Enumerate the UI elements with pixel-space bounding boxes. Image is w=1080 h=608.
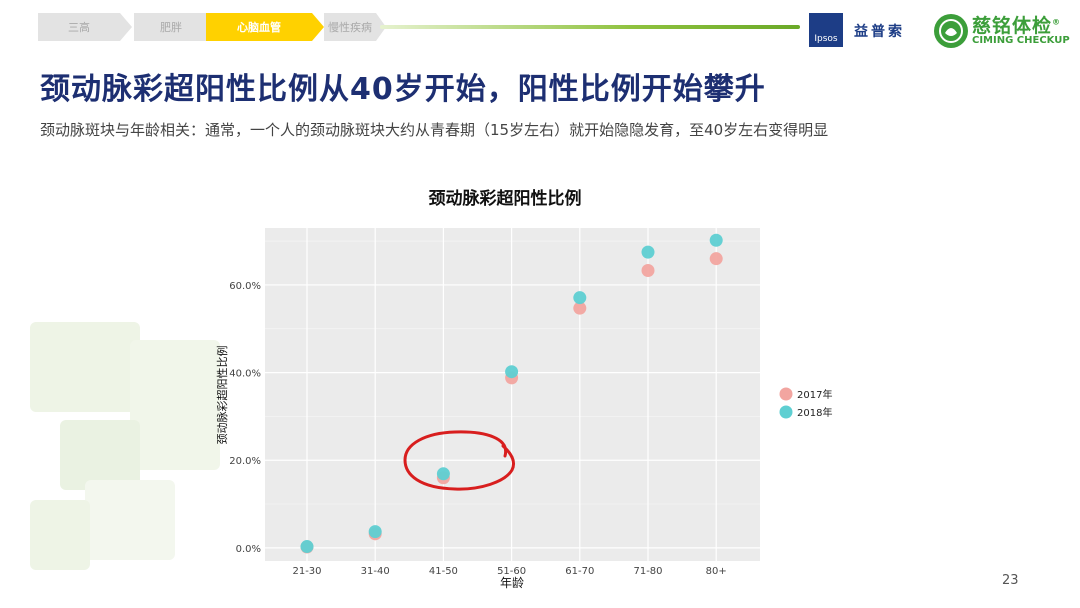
data-point-2017 — [573, 301, 587, 315]
data-point-2018 — [641, 245, 655, 259]
breadcrumb-label: 三高 — [68, 21, 90, 34]
breadcrumb-item-manxing[interactable]: 慢性疾病 — [324, 13, 376, 41]
x-tick-label: 31-40 — [361, 566, 390, 577]
gridlines — [265, 228, 760, 561]
decorative-block — [30, 322, 140, 412]
data-points — [300, 233, 723, 554]
ipsos-logo: Ipsos — [809, 13, 843, 47]
legend-label: 2017年 — [797, 388, 832, 401]
ciming-logo-icon — [934, 14, 968, 48]
data-point-2018 — [709, 233, 723, 247]
plot-background — [265, 228, 760, 561]
ipsos-logo-text: Ipsos — [814, 34, 838, 44]
decorative-block — [30, 500, 90, 570]
breadcrumb-label: 心脑血管 — [237, 21, 281, 34]
data-point-2018 — [368, 525, 382, 539]
x-tick-label: 61-70 — [565, 566, 594, 577]
y-tick-label: 40.0% — [229, 369, 261, 380]
data-point-2018 — [505, 365, 519, 379]
breadcrumb-label: 肥胖 — [160, 21, 182, 34]
annotation-circle — [403, 430, 516, 491]
legend: 2017年 2018年 — [779, 387, 832, 419]
page-title: 颈动脉彩超阳性比例从40岁开始，阳性比例开始攀升 — [40, 72, 766, 107]
data-point-2018 — [573, 291, 587, 305]
page-subtitle: 颈动脉斑块与年龄相关：通常，一个人的颈动脉斑块大约从青春期（15岁左右）就开始隐… — [40, 121, 829, 139]
y-axis-ticks: 0.0% 20.0% 40.0% 60.0% — [229, 281, 261, 555]
breadcrumb-label: 慢性疾病 — [328, 21, 372, 34]
decorative-block — [60, 420, 140, 490]
ciming-cn-name: 慈铭体检® — [972, 15, 1062, 37]
data-point-2018 — [436, 467, 450, 481]
breadcrumb-item-xinnao-active[interactable]: 心脑血管 — [206, 13, 312, 41]
y-tick-label: 20.0% — [229, 456, 261, 467]
breadcrumb-separator — [312, 13, 324, 41]
x-tick-label: 80+ — [706, 566, 727, 577]
x-tick-label: 51-60 — [497, 566, 526, 577]
data-point-2018 — [300, 540, 314, 554]
chart-title: 颈动脉彩超阳性比例 — [428, 189, 582, 209]
breadcrumb-item-feipang[interactable]: 肥胖 — [134, 13, 208, 41]
decorative-block — [130, 340, 220, 470]
header-accent-line — [380, 25, 800, 29]
ciming-en-name: CIMING CHECKUP — [972, 35, 1070, 46]
y-axis-label: 颈动脉彩超阳性比例 — [215, 346, 229, 445]
legend-label: 2018年 — [797, 406, 832, 419]
x-axis-label: 年龄 — [500, 576, 524, 590]
x-tick-label: 21-30 — [292, 566, 321, 577]
x-tick-label: 41-50 — [429, 566, 458, 577]
y-tick-label: 0.0% — [236, 544, 261, 555]
breadcrumb-separator — [120, 13, 132, 41]
y-tick-label: 60.0% — [229, 281, 261, 292]
legend-marker — [779, 387, 793, 401]
breadcrumb-item-sangao[interactable]: 三高 — [38, 13, 120, 41]
data-point-2017 — [641, 264, 655, 278]
x-axis-ticks: 21-30 31-40 41-50 51-60 61-70 71-80 80+ — [292, 566, 726, 577]
x-tick-label: 71-80 — [633, 566, 662, 577]
legend-marker — [779, 405, 793, 419]
page-number: 23 — [1002, 573, 1019, 588]
ipsos-cn-name: 益普索 — [854, 24, 905, 40]
decorative-block — [85, 480, 175, 560]
data-point-2017 — [709, 252, 723, 266]
